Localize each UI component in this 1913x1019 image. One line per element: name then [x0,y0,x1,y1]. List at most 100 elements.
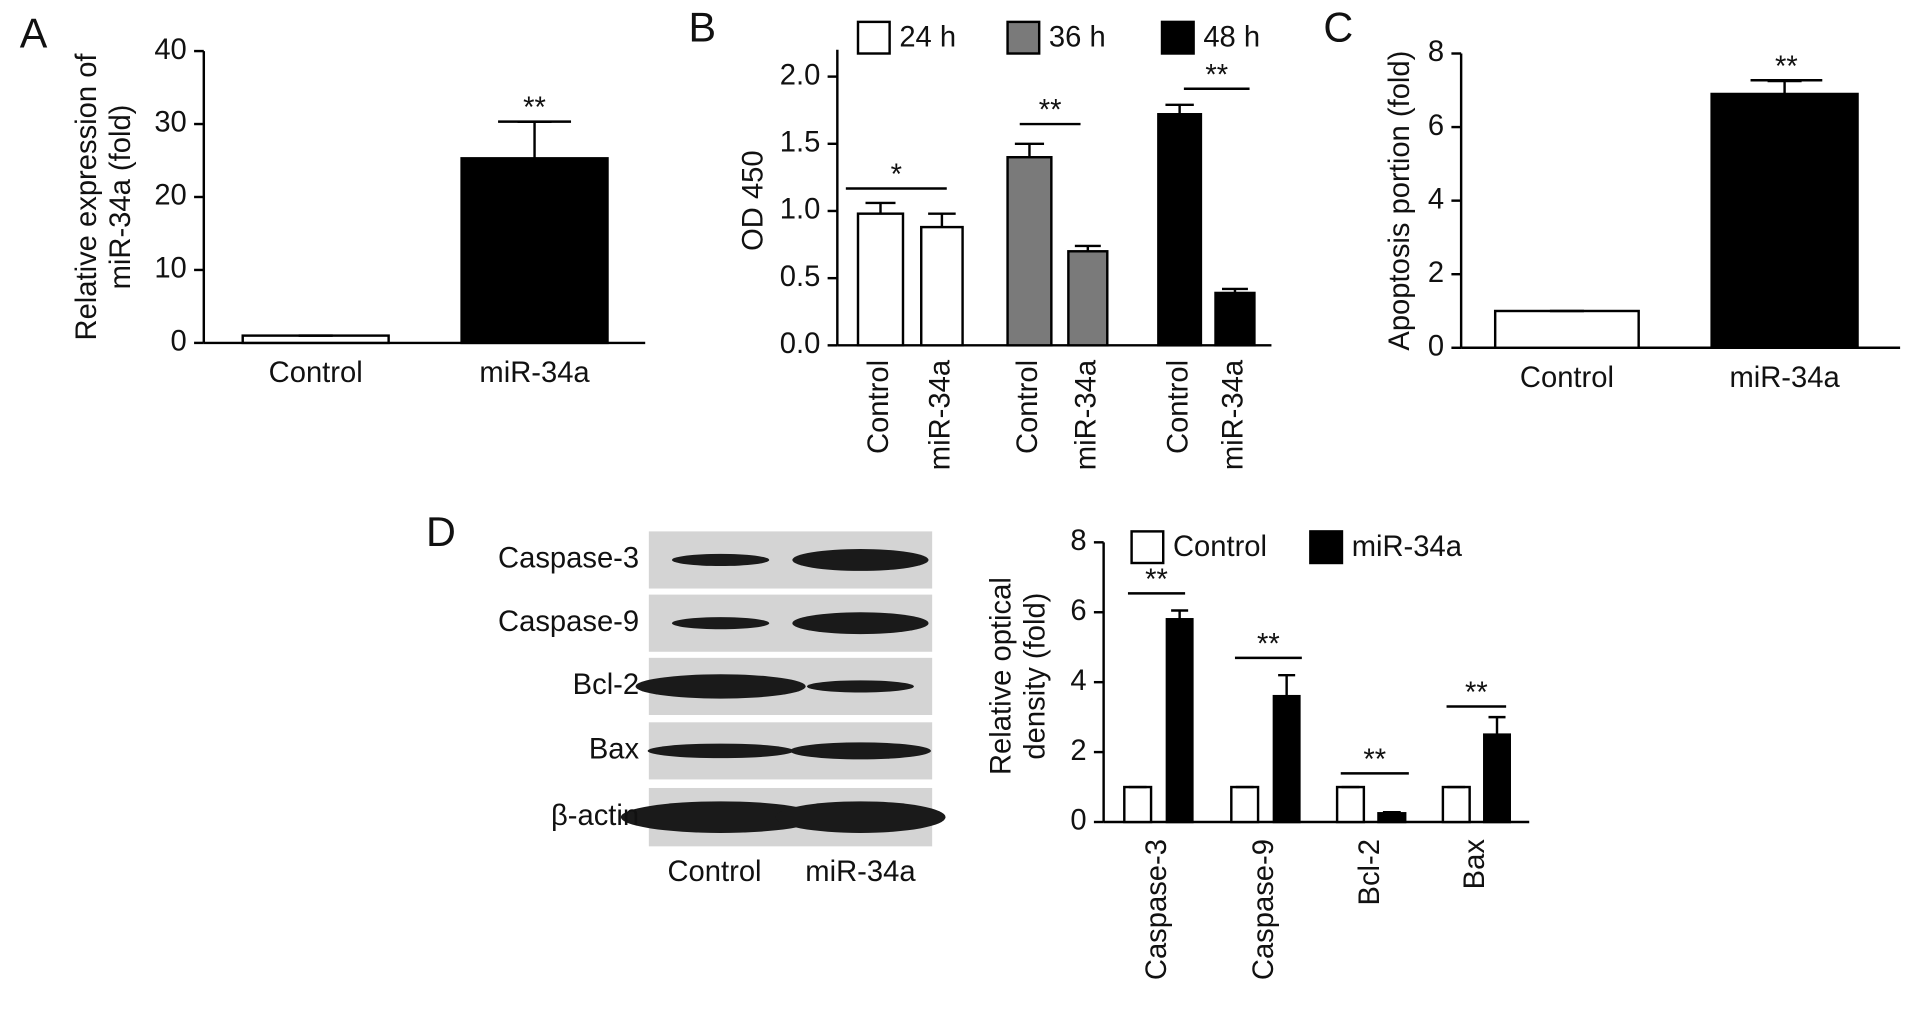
y-tick-label: 2 [1428,257,1444,289]
y-tick-label: 2.0 [780,59,821,91]
y-tick-label: 10 [154,253,186,285]
blot-band [647,743,794,759]
y-tick-label: 30 [154,107,186,139]
blot-band [792,612,929,635]
y-axis-label: miR-34a (fold) [105,105,137,290]
y-tick-label: 0.0 [780,328,821,360]
x-tick-label: Bcl-2 [1354,839,1386,905]
bar [1165,618,1194,824]
y-tick-label: 6 [1070,595,1086,627]
blot-band [775,801,946,833]
blot-row-label: β-actin [551,800,639,832]
error-bar [1165,103,1194,115]
blot-row-label: Bcl-2 [573,669,639,701]
error-bar [1488,715,1506,735]
y-axis-label: Apoptosis portion (fold) [1384,51,1416,351]
panel-letter: C [1323,4,1353,50]
blot-band [806,680,914,693]
error-bar [1278,673,1296,697]
x-tick-label: Caspase-9 [1248,839,1280,980]
bar [856,212,905,347]
significance-mark: * [891,159,902,191]
y-axis-label: Relative expression of [71,53,103,341]
blot-band [789,742,931,760]
bar [1377,812,1407,824]
y-tick-label: 4 [1428,183,1444,215]
y-tick-label: 0 [1070,805,1086,837]
blot-band [671,553,770,567]
error-bar [1221,287,1248,293]
error-bar [1171,609,1189,620]
y-tick-label: 0 [1428,330,1444,362]
panel-letter: B [689,4,717,50]
x-tick-label: miR-34a [1218,359,1250,470]
bar [1493,309,1640,349]
significance-mark: ** [1363,744,1386,776]
y-tick-label: 2 [1070,735,1086,767]
x-tick-label: miR-34a [479,357,590,389]
y-tick-label: 8 [1428,36,1444,68]
y-tick-label: 0.5 [780,261,821,293]
bar [1272,694,1301,824]
blot-column-label: miR-34a [805,856,916,888]
x-tick-label: Control [1520,362,1614,394]
significance-mark: ** [523,92,546,124]
legend-swatch [1309,530,1344,565]
error-bar [1382,811,1401,814]
bar [1335,785,1366,824]
y-tick-label: 6 [1428,110,1444,142]
y-axis-label: Relative optical [985,577,1017,775]
significance-mark: ** [1465,677,1488,709]
error-bar [928,212,956,228]
y-tick-label: 4 [1070,665,1086,697]
x-tick-label: Caspase-3 [1141,839,1173,980]
bar [1214,291,1256,347]
y-tick-label: 8 [1070,525,1086,557]
y-tick-label: 0 [171,326,187,358]
panel-letter: A [20,10,48,56]
x-tick-label: Control [863,360,895,454]
bar [920,225,964,347]
legend-swatch [1006,20,1041,55]
y-axis-label: OD 450 [737,150,769,251]
legend-label: 48 h [1203,22,1260,54]
panel-letter: D [426,509,456,555]
x-tick-label: miR-34a [1071,359,1103,470]
x-tick-label: Control [269,357,363,389]
significance-mark: ** [1145,564,1168,596]
legend-label: miR-34a [1352,531,1463,563]
blot-row-label: Caspase-9 [498,606,639,638]
significance-mark: ** [1039,95,1062,127]
x-tick-label: Control [1162,360,1194,454]
blot-band [620,801,821,833]
x-tick-label: Bax [1459,839,1491,890]
legend-label: Control [1173,531,1267,563]
bar [1006,156,1053,347]
bar [1483,733,1511,824]
blot-row-label: Caspase-3 [498,543,639,575]
blot-band [792,549,929,571]
legend-swatch [1130,530,1165,565]
blot-band [635,674,806,699]
y-tick-label: 20 [154,180,186,212]
blot-column-label: Control [667,856,761,888]
blot-row-label: Bax [589,734,640,766]
bar [460,157,609,345]
legend-swatch [856,20,891,55]
x-tick-label: miR-34a [1729,362,1840,394]
blot-band [671,617,770,630]
bar [1157,113,1203,347]
y-tick-label: 40 [154,34,186,66]
legend-label: 24 h [899,22,956,54]
significance-mark: ** [1775,51,1798,83]
significance-mark: ** [1257,628,1280,660]
y-tick-label: 1.0 [780,194,821,226]
error-bar [1074,244,1101,252]
error-bar [1014,142,1045,158]
x-tick-label: miR-34a [925,359,957,470]
error-bar [517,120,552,159]
legend-swatch [1160,20,1195,55]
x-tick-label: Control [1012,360,1044,454]
error-bar [1767,79,1802,94]
